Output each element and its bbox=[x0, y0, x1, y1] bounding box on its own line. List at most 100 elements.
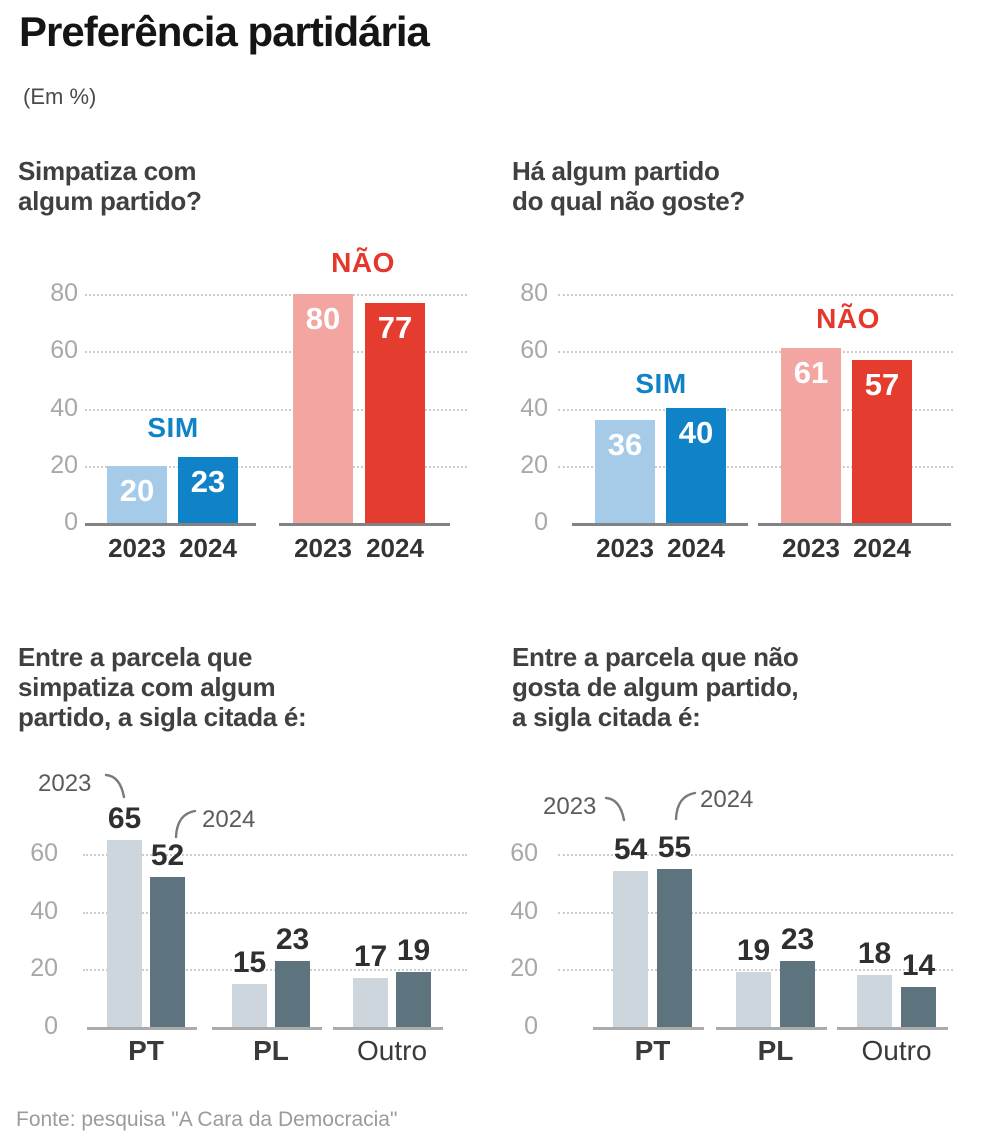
y-axis-tick-label: 20 bbox=[30, 954, 58, 983]
page-subtitle: (Em %) bbox=[23, 84, 97, 109]
gridline bbox=[83, 911, 467, 914]
category-label: PL bbox=[757, 1035, 794, 1066]
gridline bbox=[558, 854, 953, 857]
gridline bbox=[85, 294, 467, 296]
bar-value-label: 15 bbox=[232, 946, 267, 979]
y-axis-tick-label: 0 bbox=[534, 508, 548, 536]
bar bbox=[293, 294, 353, 523]
category-label: PL bbox=[253, 1035, 289, 1066]
bar-value-label: 80 bbox=[305, 301, 341, 336]
gridline bbox=[83, 854, 467, 857]
bar bbox=[666, 408, 726, 523]
x-axis-year-label: 2024 bbox=[179, 533, 237, 563]
bar bbox=[353, 978, 388, 1027]
y-axis-tick-label: 80 bbox=[520, 279, 548, 307]
legend-connector-2023 bbox=[104, 772, 130, 807]
x-axis-year-label: 2024 bbox=[853, 533, 911, 563]
bar-value-label: 40 bbox=[678, 415, 714, 450]
bar-value-label: 61 bbox=[793, 355, 829, 390]
x-axis-baseline bbox=[85, 523, 256, 526]
bar-value-label: 20 bbox=[119, 473, 155, 508]
bar-value-label: 19 bbox=[396, 934, 431, 967]
bar bbox=[657, 869, 692, 1027]
x-axis-year-label: 2023 bbox=[294, 533, 352, 563]
x-axis-year-label: 2024 bbox=[366, 533, 424, 563]
x-axis-year-label: 2024 bbox=[667, 533, 725, 563]
x-axis-baseline bbox=[212, 1027, 322, 1030]
gridline bbox=[558, 465, 953, 468]
chart-title-dislike: Há algum partido do qual não goste? bbox=[512, 156, 745, 217]
bar bbox=[365, 303, 425, 523]
legend-year-2024-label: 2024 bbox=[700, 786, 754, 813]
x-axis-year-label: 2023 bbox=[108, 533, 166, 563]
gridline bbox=[558, 351, 953, 354]
bar bbox=[613, 871, 648, 1027]
x-axis-baseline bbox=[572, 523, 748, 526]
y-axis-tick-label: 20 bbox=[520, 450, 548, 479]
bar bbox=[736, 972, 771, 1027]
bar bbox=[781, 348, 841, 523]
bar-value-label: 77 bbox=[377, 310, 413, 345]
bar-value-label: 54 bbox=[613, 833, 648, 866]
group-label: SIM bbox=[635, 368, 687, 399]
bar-value-label: 55 bbox=[657, 831, 692, 864]
bar bbox=[275, 961, 310, 1027]
gridline bbox=[558, 408, 953, 411]
y-axis-tick-label: 0 bbox=[524, 1012, 538, 1040]
bar-value-label: 65 bbox=[107, 802, 142, 835]
y-axis-tick-label: 60 bbox=[510, 839, 538, 868]
legend-connector-2023 bbox=[604, 795, 630, 830]
bar-value-label: 17 bbox=[353, 940, 388, 973]
bar-value-label: 52 bbox=[150, 839, 185, 872]
group-label: NÃO bbox=[816, 303, 880, 334]
gridline bbox=[85, 408, 467, 411]
bar bbox=[150, 877, 185, 1027]
page-title: Preferência partidária bbox=[19, 8, 430, 55]
y-axis-tick-label: 40 bbox=[510, 896, 538, 925]
bar bbox=[232, 984, 267, 1027]
bar bbox=[178, 457, 238, 523]
bar-value-label: 57 bbox=[864, 367, 900, 402]
x-axis-year-label: 2023 bbox=[596, 533, 654, 563]
bar-value-label: 23 bbox=[190, 464, 226, 499]
legend-year-2023-label: 2023 bbox=[38, 770, 92, 797]
bar bbox=[396, 972, 431, 1027]
category-label: PT bbox=[634, 1035, 671, 1066]
bar bbox=[107, 466, 167, 523]
bar-value-label: 18 bbox=[857, 937, 892, 970]
gridline bbox=[558, 911, 953, 914]
bar-value-label: 23 bbox=[780, 923, 815, 956]
chart-title-party-cited-sympathy: Entre a parcela que simpatiza com algum … bbox=[18, 642, 307, 733]
category-label: PT bbox=[128, 1035, 164, 1066]
bar bbox=[852, 360, 912, 523]
bar-value-label: 23 bbox=[275, 923, 310, 956]
y-axis-tick-label: 0 bbox=[64, 508, 78, 536]
category-label: Outro bbox=[861, 1035, 932, 1066]
bar bbox=[107, 840, 142, 1027]
y-axis-tick-label: 60 bbox=[50, 336, 78, 365]
y-axis-tick-label: 20 bbox=[50, 450, 78, 479]
x-axis-baseline bbox=[333, 1027, 443, 1030]
x-axis-baseline bbox=[593, 1027, 704, 1030]
y-axis-tick-label: 60 bbox=[30, 839, 58, 868]
x-axis-year-label: 2023 bbox=[782, 533, 840, 563]
group-label: NÃO bbox=[331, 247, 395, 278]
y-axis-tick-label: 20 bbox=[510, 954, 538, 983]
gridline bbox=[558, 969, 953, 972]
source-note: Fonte: pesquisa "A Cara da Democracia" bbox=[16, 1108, 398, 1131]
y-axis-tick-label: 40 bbox=[520, 393, 548, 422]
category-label: Outro bbox=[356, 1035, 428, 1066]
y-axis-tick-label: 40 bbox=[30, 896, 58, 925]
bar bbox=[857, 975, 892, 1027]
bar-value-label: 36 bbox=[607, 427, 643, 462]
x-axis-baseline bbox=[837, 1027, 948, 1030]
bar-value-label: 14 bbox=[901, 949, 936, 982]
x-axis-baseline bbox=[758, 523, 951, 526]
legend-year-2023-label: 2023 bbox=[543, 793, 597, 820]
gridline bbox=[558, 294, 953, 296]
y-axis-tick-label: 0 bbox=[44, 1012, 58, 1040]
x-axis-baseline bbox=[716, 1027, 827, 1030]
